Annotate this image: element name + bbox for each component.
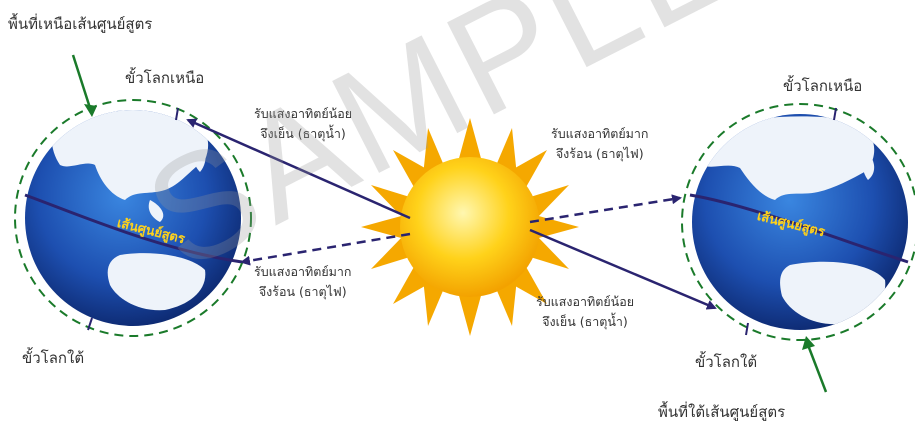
arrow-to-right-equator — [529, 194, 682, 224]
note-top-right-line2: จึงร้อน (ธาตุไฟ) — [555, 146, 644, 161]
note-bottom-left-line1: รับแสงอาทิตย์มาก — [254, 264, 352, 279]
right-equator-line — [689, 193, 909, 264]
left-globe: เส้นศูนย์สูตร — [14, 99, 252, 337]
right-globe-land — [694, 116, 886, 325]
note-top-left-line2: จึงเย็น (ธาตุน้ำ) — [260, 126, 346, 141]
label-north-pole-right: ขั้วโลกเหนือ — [783, 77, 863, 95]
label-north-pole-left: ขั้วโลกเหนือ — [125, 69, 205, 87]
pointer-arrows — [71, 54, 828, 393]
sun-core — [400, 157, 540, 297]
sunlight-arrows — [186, 118, 717, 310]
pointer-north-line — [71, 54, 92, 109]
left-orbit — [14, 99, 252, 337]
note-top-right-line1: รับแสงอาทิตย์มาก — [551, 126, 649, 141]
note-bottom-right-line2: จึงเย็น (ธาตุน้ำ) — [542, 314, 628, 329]
right-north-tick — [833, 107, 837, 121]
label-north-hemisphere: พื้นที่เหนือเส้นศูนย์สูตร — [8, 15, 153, 33]
note-top-right: รับแสงอาทิตย์มาก จึงร้อน (ธาตุไฟ) — [551, 124, 648, 164]
right-globe: เส้นศูนย์สูตร — [681, 103, 915, 341]
label-south-pole-right: ขั้วโลกใต้ — [695, 353, 758, 371]
note-bottom-left: รับแสงอาทิตย์มาก จึงร้อน (ธาตุไฟ) — [254, 262, 351, 302]
right-south-tick — [745, 322, 749, 336]
note-top-left: รับแสงอาทิตย์น้อย จึงเย็น (ธาตุน้ำ) — [254, 104, 352, 144]
pointer-south-line — [806, 344, 828, 393]
left-globe-land — [51, 110, 209, 311]
left-north-tick — [175, 107, 179, 121]
left-south-tick — [87, 317, 93, 331]
pointer-south-head — [802, 336, 815, 350]
left-equator-line — [24, 193, 243, 264]
arrow-to-left-north — [186, 118, 411, 220]
right-orbit — [681, 103, 915, 341]
sun — [361, 118, 579, 336]
note-bottom-right-line1: รับแสงอาทิตย์น้อย — [536, 294, 635, 309]
pointer-north-head — [84, 104, 97, 117]
arrow-to-left-equator — [240, 232, 411, 266]
note-bottom-left-line2: จึงร้อน (ธาตุไฟ) — [258, 284, 347, 299]
note-bottom-right: รับแสงอาทิตย์น้อย จึงเย็น (ธาตุน้ำ) — [536, 292, 634, 332]
label-south-hemisphere: พื้นที่ใต้เส้นศูนย์สูตร — [658, 403, 786, 421]
arrow-to-right-south — [529, 228, 717, 310]
note-top-left-line1: รับแสงอาทิตย์น้อย — [254, 106, 353, 121]
label-south-pole-left: ขั้วโลกใต้ — [22, 349, 85, 367]
